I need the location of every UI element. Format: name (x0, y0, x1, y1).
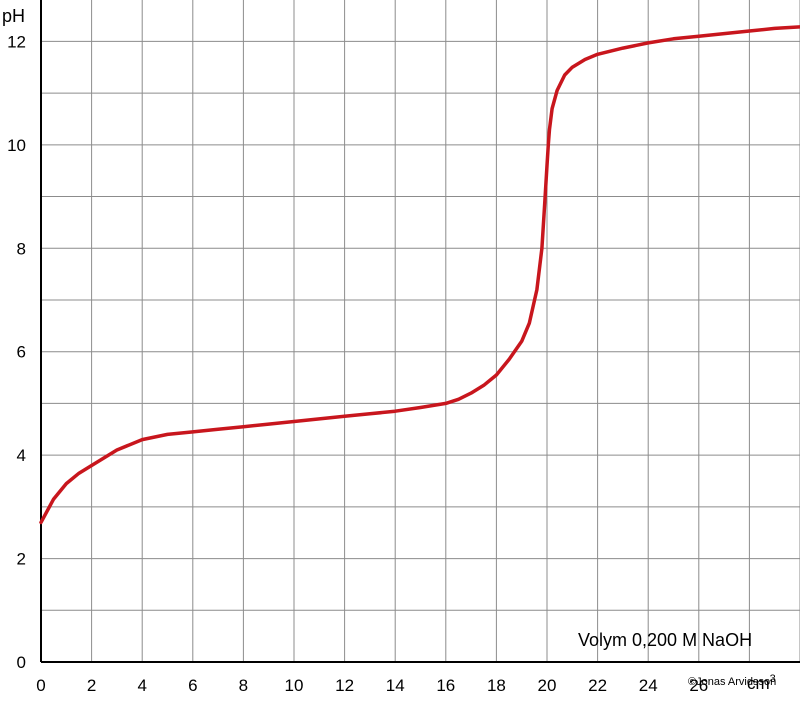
text-layer: pH Volym 0,200 M NaOH cm3 ©Jonas Arvidss… (2, 6, 776, 693)
y-tick-label: 2 (17, 550, 26, 569)
axes-layer (40, 0, 800, 663)
copyright-notice: ©Jonas Arvidsson (688, 676, 776, 688)
x-tick-label: 22 (588, 676, 607, 695)
y-tick-label: 0 (17, 653, 26, 672)
x-tick-label: 10 (285, 676, 304, 695)
x-tick-label: 20 (538, 676, 557, 695)
y-tick-label: 6 (17, 343, 26, 362)
x-tick-label: 0 (36, 676, 45, 695)
y-axis-label: pH (2, 6, 25, 26)
series-layer (39, 25, 800, 525)
x-axis-unit: cm3 (747, 673, 776, 693)
x-tick-label: 26 (689, 676, 708, 695)
y-tick-label: 8 (17, 239, 26, 258)
x-tick-label: 14 (386, 676, 405, 695)
x-tick-label: 24 (639, 676, 658, 695)
x-tick-label: 6 (188, 676, 197, 695)
x-axis-unit-base: cm (747, 674, 770, 693)
x-tick-label: 18 (487, 676, 506, 695)
grid-layer (40, 0, 800, 662)
y-tick-label: 10 (7, 136, 26, 155)
y-tick-label: 4 (17, 446, 26, 465)
x-tick-label: 12 (335, 676, 354, 695)
x-tick-label: 4 (137, 676, 146, 695)
x-tick-label: 2 (87, 676, 96, 695)
y-tick-label: 12 (7, 32, 26, 51)
x-tick-label: 16 (436, 676, 455, 695)
titration-curve-line (39, 25, 800, 525)
x-axis-unit-sup: 3 (770, 673, 776, 685)
x-tick-label: 8 (239, 676, 248, 695)
volume-annotation: Volym 0,200 M NaOH (578, 630, 752, 650)
